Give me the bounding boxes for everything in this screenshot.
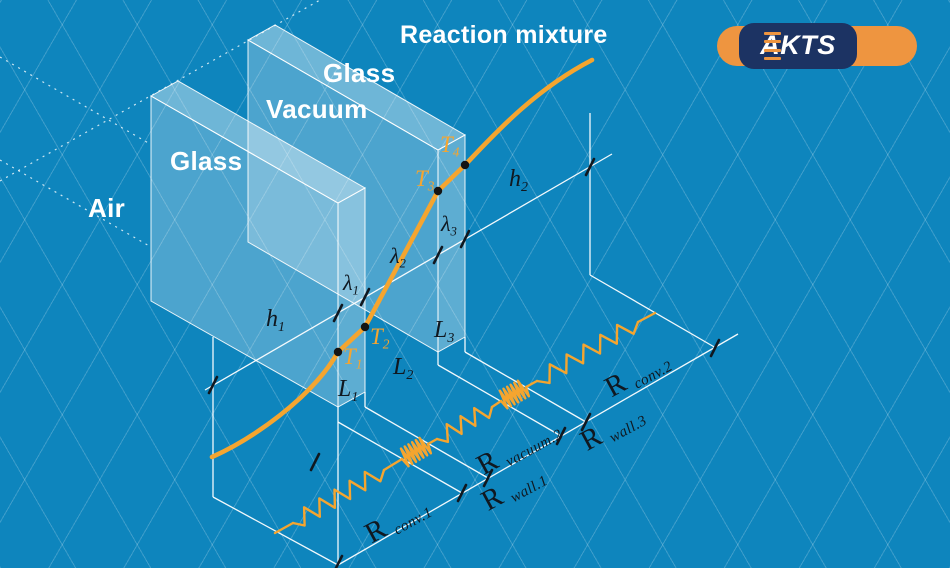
resistor-zigzag — [498, 379, 531, 410]
l1-label: L1 — [338, 376, 359, 405]
tick-mark — [332, 303, 344, 323]
akts-logo-stripes-right — [859, 32, 876, 60]
resistor-zigzag — [435, 405, 494, 444]
glass-outer-label: Glass — [170, 146, 243, 176]
akts-logo-stripes-left — [764, 32, 781, 60]
air-label: Air — [88, 193, 126, 223]
t1-label: T1 — [343, 344, 363, 372]
tick-mark — [432, 245, 444, 265]
reaction-mixture-label: Reaction mixture — [400, 21, 608, 49]
lambda1-label: λ1 — [343, 270, 359, 298]
glass-inner-label: Glass — [323, 58, 396, 88]
tick-mark — [709, 338, 721, 358]
resistor-zigzag — [535, 320, 640, 385]
tick-mark — [580, 412, 592, 432]
resistor-zigzags — [291, 320, 640, 527]
dimension-frame-lines — [204, 113, 739, 566]
tick-mark — [555, 426, 567, 446]
h1-label: h1 — [266, 306, 285, 335]
tick-mark — [359, 287, 371, 307]
l2-label: L2 — [393, 354, 414, 383]
akts-logo: AKTS — [717, 23, 917, 69]
t3-label: T3 — [415, 166, 435, 194]
resistor-chain — [273, 311, 657, 535]
dimension-tick-marks — [207, 157, 721, 568]
tick-mark — [334, 554, 344, 568]
tick-mark — [309, 452, 321, 472]
tick-mark — [207, 375, 219, 395]
resistor-zigzag — [399, 436, 433, 468]
l3-label: L3 — [434, 317, 455, 346]
akts-logo-plate: AKTS — [739, 23, 876, 69]
temperature-points — [333, 160, 470, 357]
h2-label: h2 — [509, 166, 528, 195]
lambda3-label: λ3 — [441, 211, 457, 239]
tick-mark — [482, 468, 494, 488]
vacuum-label: Vacuum — [266, 94, 368, 124]
tick-mark — [456, 483, 468, 503]
t2-label: T2 — [370, 324, 390, 352]
lambda2-label: λ2 — [390, 243, 406, 271]
resistor-zigzag — [291, 468, 386, 527]
t4-label: T4 — [440, 132, 460, 160]
tick-mark — [459, 229, 471, 249]
tick-mark — [584, 157, 596, 177]
